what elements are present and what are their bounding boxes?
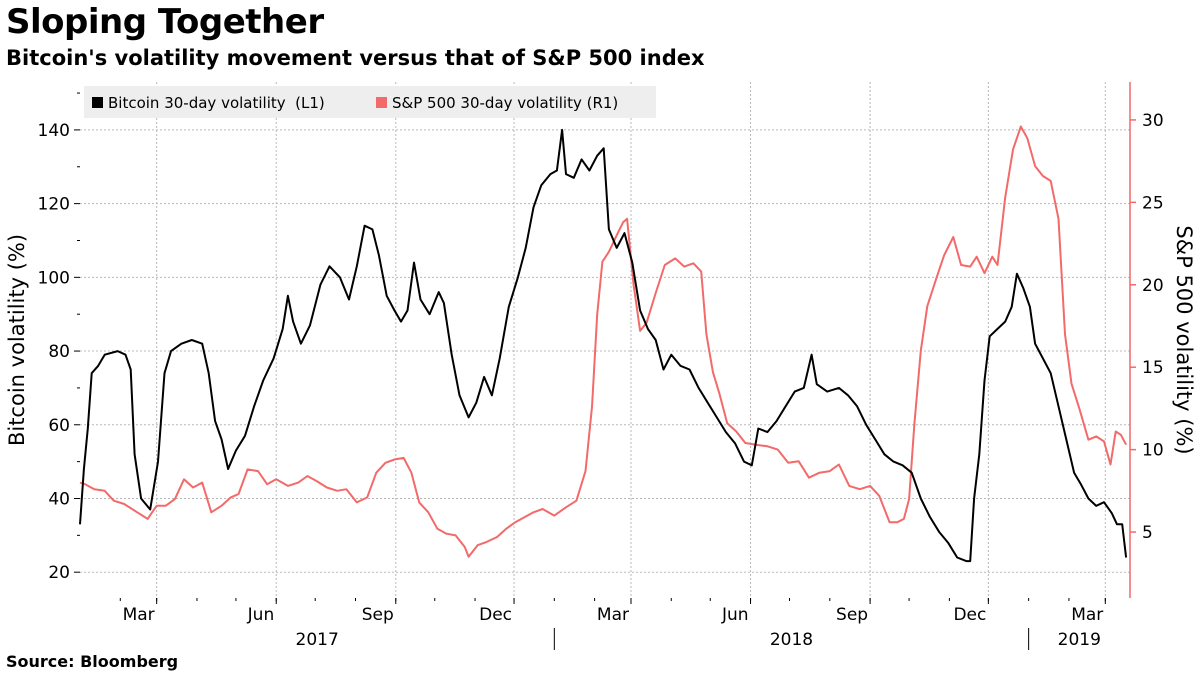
left-axis-title: Bitcoin volatility (%) xyxy=(5,234,29,446)
right-tick-label: 25 xyxy=(1142,193,1164,213)
legend-background xyxy=(84,86,656,118)
left-tick-label: 20 xyxy=(48,563,70,583)
left-tick-label: 80 xyxy=(48,342,70,362)
legend-swatch-sp500 xyxy=(376,97,387,108)
legend-swatch-bitcoin xyxy=(92,97,103,108)
left-tick-label: 60 xyxy=(48,416,70,436)
x-month-label: Dec xyxy=(479,605,512,625)
gridlines xyxy=(80,82,1130,598)
right-tick-label: 20 xyxy=(1142,276,1164,296)
x-year-label: 2019 xyxy=(1058,630,1101,650)
x-month-label: Mar xyxy=(123,605,155,625)
series-lines xyxy=(79,125,1128,563)
x-month-label: Jun xyxy=(247,605,275,625)
x-month-label: Mar xyxy=(1071,605,1103,625)
legend-label-sp500: S&P 500 30-day volatility (R1) xyxy=(392,94,618,112)
right-tick-label: 30 xyxy=(1142,111,1164,131)
x-month-label: Dec xyxy=(953,605,986,625)
chart-title: Sloping Together xyxy=(6,2,324,42)
x-month-label: Mar xyxy=(597,605,629,625)
right-axis-title: S&P 500 volatility (%) xyxy=(1172,225,1196,454)
x-month-label: Sep xyxy=(362,605,394,625)
right-tick-label: 15 xyxy=(1142,358,1164,378)
left-tick-label: 40 xyxy=(48,489,70,509)
legend-label-bitcoin: Bitcoin 30-day volatility (L1) xyxy=(108,94,325,112)
axes: 20 40 60 80 100 120 140 Mar Jun Sep Dec Mar Jun Sep De… xyxy=(5,82,1196,650)
legend: Bitcoin 30-day volatility (L1) S&P 500 30… xyxy=(84,86,656,118)
right-tick-label: 5 xyxy=(1142,523,1153,543)
x-year-label: 2017 xyxy=(296,630,339,650)
bitcoin-series-line xyxy=(79,128,1128,563)
left-tick-label: 120 xyxy=(38,195,70,215)
sp500-series-line xyxy=(79,125,1127,558)
source-note: Source: Bloomberg xyxy=(6,652,179,671)
x-year-label: 2018 xyxy=(770,630,813,650)
left-tick-label: 140 xyxy=(38,121,70,141)
x-month-label: Jun xyxy=(721,605,749,625)
x-month-label: Sep xyxy=(836,605,868,625)
left-tick-label: 100 xyxy=(38,268,70,288)
right-tick-label: 10 xyxy=(1142,441,1164,461)
chart-subtitle: Bitcoin's volatility movement versus tha… xyxy=(6,46,705,70)
